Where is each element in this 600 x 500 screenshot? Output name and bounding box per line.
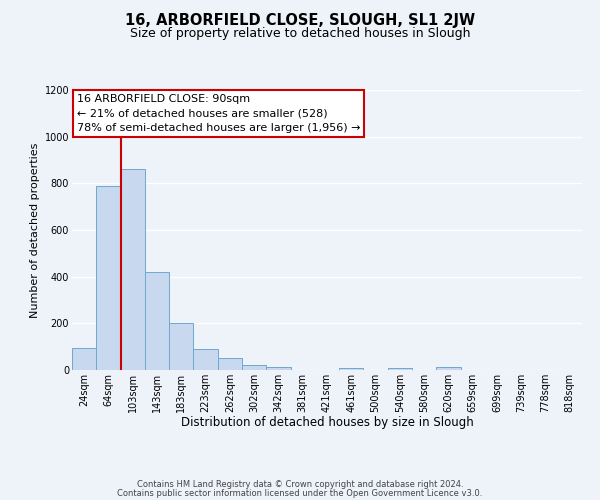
Bar [266, 366, 290, 370]
Text: Contains HM Land Registry data © Crown copyright and database right 2024.: Contains HM Land Registry data © Crown c… [137, 480, 463, 489]
Text: Size of property relative to detached houses in Slough: Size of property relative to detached ho… [130, 28, 470, 40]
Bar [72, 348, 96, 370]
Bar [121, 170, 145, 370]
Bar [96, 186, 121, 370]
Bar [145, 272, 169, 370]
Bar [193, 349, 218, 370]
Text: 16 ARBORFIELD CLOSE: 90sqm
← 21% of detached houses are smaller (528)
78% of sem: 16 ARBORFIELD CLOSE: 90sqm ← 21% of deta… [77, 94, 361, 133]
Text: Contains public sector information licensed under the Open Government Licence v3: Contains public sector information licen… [118, 489, 482, 498]
Bar [388, 368, 412, 370]
X-axis label: Distribution of detached houses by size in Slough: Distribution of detached houses by size … [181, 416, 473, 430]
Bar [242, 366, 266, 370]
Text: 16, ARBORFIELD CLOSE, SLOUGH, SL1 2JW: 16, ARBORFIELD CLOSE, SLOUGH, SL1 2JW [125, 12, 475, 28]
Bar [218, 358, 242, 370]
Y-axis label: Number of detached properties: Number of detached properties [31, 142, 40, 318]
Bar [339, 368, 364, 370]
Bar [169, 324, 193, 370]
Bar [436, 367, 461, 370]
